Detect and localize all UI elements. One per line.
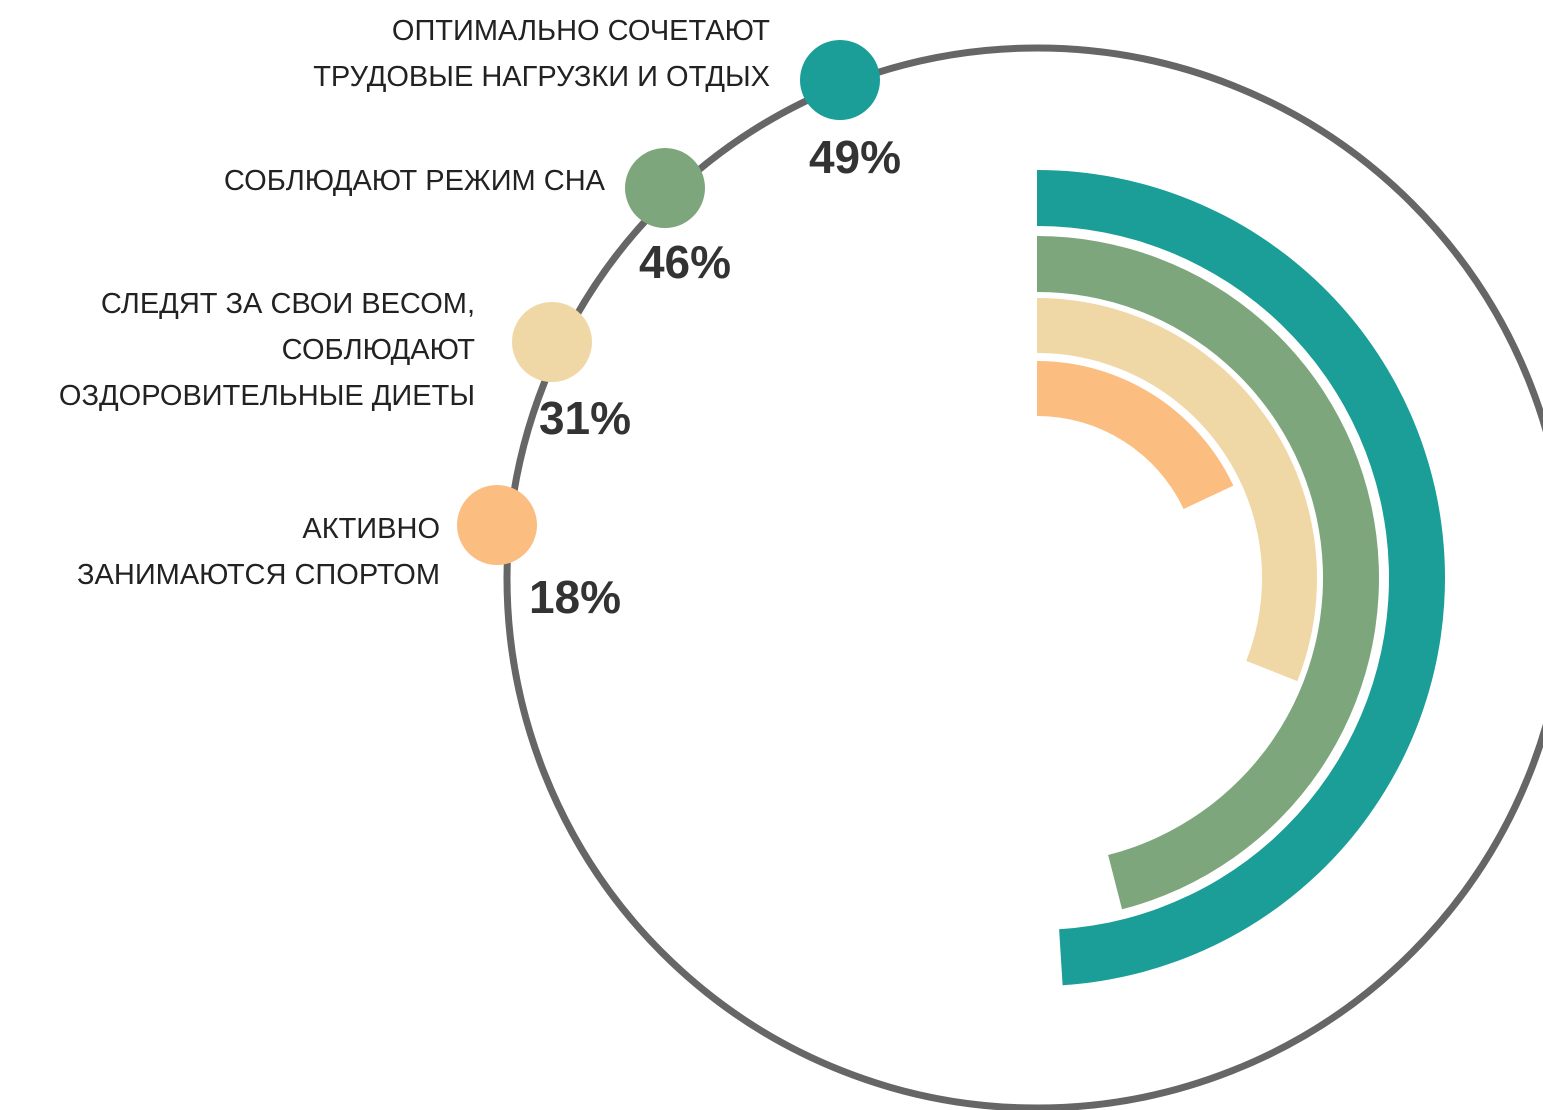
category-label: СЛЕДЯТ ЗА СВОИ ВЕСОМ, СОБЛЮДАЮТ ОЗДОРОВИТЕ… <box>59 288 475 412</box>
arc-bar <box>1037 170 1445 986</box>
legend-dot <box>800 40 880 120</box>
value-label: 46% <box>639 236 731 288</box>
category-label: СОБЛЮДАЮТ РЕЖИМ СНА <box>224 165 606 197</box>
category-label: ОПТИМАЛЬНО СОЧЕТАЮТ ТРУДОВЫЕ НАГРУЗКИ И О… <box>313 15 770 93</box>
arc-bar <box>1037 360 1234 510</box>
value-label: 31% <box>539 392 631 444</box>
value-label: 18% <box>529 571 621 623</box>
arc-bar <box>1037 298 1317 682</box>
legend-dot <box>512 302 592 382</box>
outer-ring <box>503 44 1543 1110</box>
legend-dot <box>625 148 705 228</box>
legend-dot <box>457 485 537 565</box>
category-label: АКТИВНО ЗАНИМАЮТСЯ СПОРТОМ <box>77 513 440 591</box>
value-label: 49% <box>809 131 901 183</box>
arc-bar <box>1037 236 1379 910</box>
